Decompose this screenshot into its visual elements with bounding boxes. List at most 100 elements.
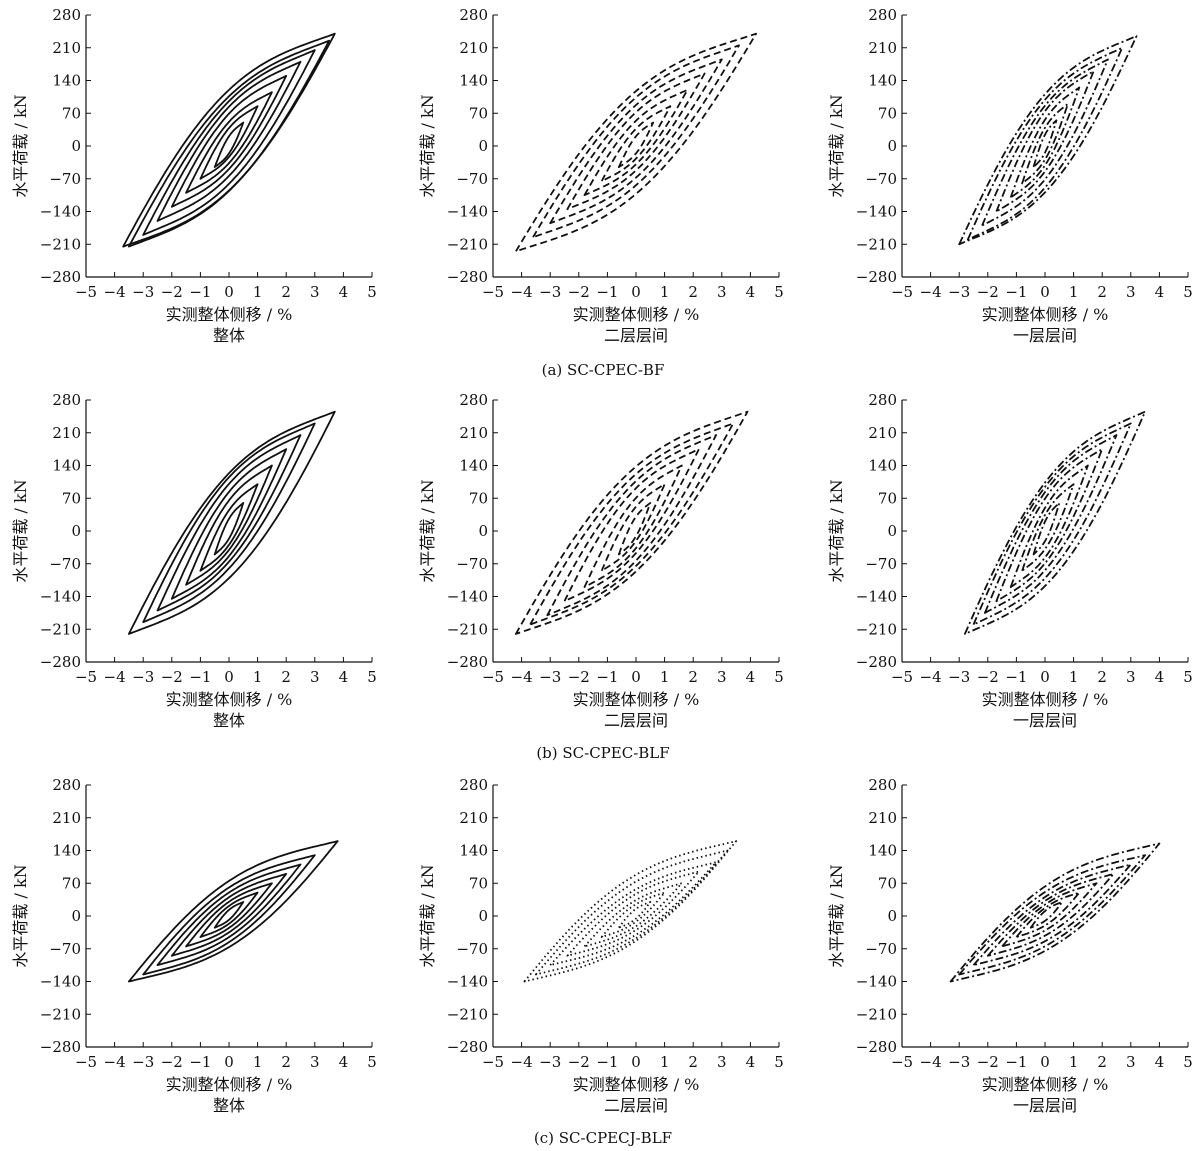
x-tick-label: 0	[631, 1053, 641, 1071]
y-tick-label: 70	[469, 489, 488, 507]
hysteresis-loop-1	[213, 502, 245, 556]
x-tick-label: 1	[660, 1053, 670, 1071]
y-axis-label: 水平荷载 / kN	[11, 864, 30, 967]
x-tick-label: −5	[482, 1053, 504, 1071]
y-tick-label: 210	[459, 39, 488, 57]
x-tick-label: −4	[920, 668, 942, 686]
x-tick-label: −5	[75, 668, 97, 686]
x-tick-label: 5	[774, 283, 784, 301]
x-tick-label: 5	[774, 1053, 784, 1071]
panel-label: 二层层间	[604, 1096, 668, 1115]
x-tick-label: 3	[1126, 1053, 1136, 1071]
y-tick-label: 280	[52, 776, 81, 794]
hysteresis-loop-2	[199, 483, 259, 572]
panel-label: 二层层间	[604, 711, 668, 730]
hysteresis-loop-6	[142, 854, 316, 976]
hysteresis-loop-3	[185, 464, 273, 586]
x-tick-label: −1	[189, 283, 211, 301]
y-tick-label: −70	[456, 940, 488, 958]
y-tick-label: 0	[887, 137, 897, 155]
y-tick-label: −70	[49, 940, 81, 958]
y-tick-label: −70	[865, 940, 897, 958]
y-tick-label: −70	[49, 170, 81, 188]
y-tick-label: −140	[447, 973, 488, 991]
y-tick-label: −140	[447, 203, 488, 221]
chart-panel-2: 280 210 140 70 0 −70 −140 −210 −280−5 −4 −3 −2 −1 0 1 2…	[418, 6, 784, 345]
y-axis-label: 水平荷载 / kN	[827, 479, 846, 582]
hysteresis-loop-7	[128, 39, 330, 248]
panel-label: 整体	[213, 711, 245, 730]
x-tick-label: −2	[568, 1053, 590, 1071]
row-caption-c: (c) SC-CPECJ-BLF	[534, 1129, 672, 1147]
x-axis-label: 实测整体侧移 / %	[573, 1075, 700, 1094]
x-tick-label: −2	[977, 668, 999, 686]
x-tick-label: 2	[281, 668, 291, 686]
y-tick-label: 70	[878, 489, 897, 507]
x-tick-label: −4	[920, 283, 942, 301]
y-tick-label: −280	[40, 653, 81, 671]
x-axis-label: 实测整体侧移 / %	[982, 690, 1109, 709]
hysteresis-loop-3	[185, 91, 273, 194]
x-tick-label: 4	[746, 283, 756, 301]
y-tick-label: −280	[40, 1038, 81, 1056]
hysteresis-loop-1	[1032, 119, 1058, 168]
hysteresis-loop-2	[1015, 891, 1081, 938]
y-tick-label: 210	[52, 809, 81, 827]
x-tick-label: −1	[1005, 1053, 1027, 1071]
x-tick-label: 3	[717, 283, 727, 301]
x-tick-label: −3	[539, 1053, 561, 1071]
hysteresis-loop-5	[981, 58, 1109, 227]
y-tick-label: 70	[62, 874, 81, 892]
hysteresis-loop-4	[995, 70, 1095, 213]
y-tick-label: 280	[52, 6, 81, 24]
y-tick-label: 140	[52, 72, 81, 90]
row-caption-a: (a) SC-CPEC-BF	[542, 361, 665, 379]
x-tick-label: 1	[1069, 1053, 1079, 1071]
hysteresis-loop-3	[583, 89, 689, 196]
y-tick-label: −210	[40, 1005, 81, 1023]
x-tick-label: 0	[224, 283, 234, 301]
y-tick-label: −280	[856, 653, 897, 671]
x-tick-label: 0	[1040, 1053, 1050, 1071]
hysteresis-loop-3	[185, 882, 273, 948]
hysteresis-loop-2	[600, 483, 666, 572]
x-tick-label: 2	[1097, 1053, 1107, 1071]
y-tick-label: −280	[856, 1038, 897, 1056]
y-tick-label: −280	[40, 268, 81, 286]
x-tick-label: −3	[948, 283, 970, 301]
x-tick-label: 1	[660, 668, 670, 686]
y-tick-label: 280	[868, 6, 897, 24]
y-tick-label: 210	[868, 809, 897, 827]
hysteresis-loop-3	[583, 464, 683, 588]
hysteresis-loop-5	[546, 434, 717, 617]
x-tick-label: −2	[568, 283, 590, 301]
panel-label: 整体	[213, 326, 245, 345]
x-tick-label: 3	[717, 668, 727, 686]
x-tick-label: 2	[281, 283, 291, 301]
hysteresis-loop-4	[566, 870, 700, 957]
x-tick-label: −5	[75, 283, 97, 301]
hysteresis-loop-7	[515, 32, 757, 253]
y-tick-label: −140	[856, 203, 897, 221]
x-tick-label: −5	[891, 1053, 913, 1071]
y-tick-label: 280	[459, 391, 488, 409]
hysteresis-loop-6	[966, 46, 1124, 241]
y-tick-label: −140	[40, 973, 81, 991]
x-tick-label: −5	[482, 668, 504, 686]
chart-panel-7: 280 210 140 70 0 −70 −140 −210 −280−5 −4 −3 −2 −1 0 1 2…	[11, 776, 377, 1115]
hysteresis-loop-3	[583, 882, 683, 948]
y-tick-label: 140	[52, 842, 81, 860]
hysteresis-loop-5	[156, 434, 302, 612]
y-tick-label: −210	[40, 620, 81, 638]
y-tick-label: 140	[52, 457, 81, 475]
hysteresis-loop-3	[1009, 464, 1089, 588]
y-tick-label: 70	[469, 104, 488, 122]
y-tick-label: 210	[868, 39, 897, 57]
y-tick-label: 140	[868, 457, 897, 475]
y-tick-label: 0	[71, 137, 81, 155]
x-axis-label: 实测整体侧移 / %	[166, 1075, 293, 1094]
y-tick-label: −70	[865, 170, 897, 188]
x-tick-label: 4	[746, 668, 756, 686]
chart-panel-8: 280 210 140 70 0 −70 −140 −210 −280−5 −4 −3 −2 −1 0 1 2…	[418, 776, 784, 1115]
